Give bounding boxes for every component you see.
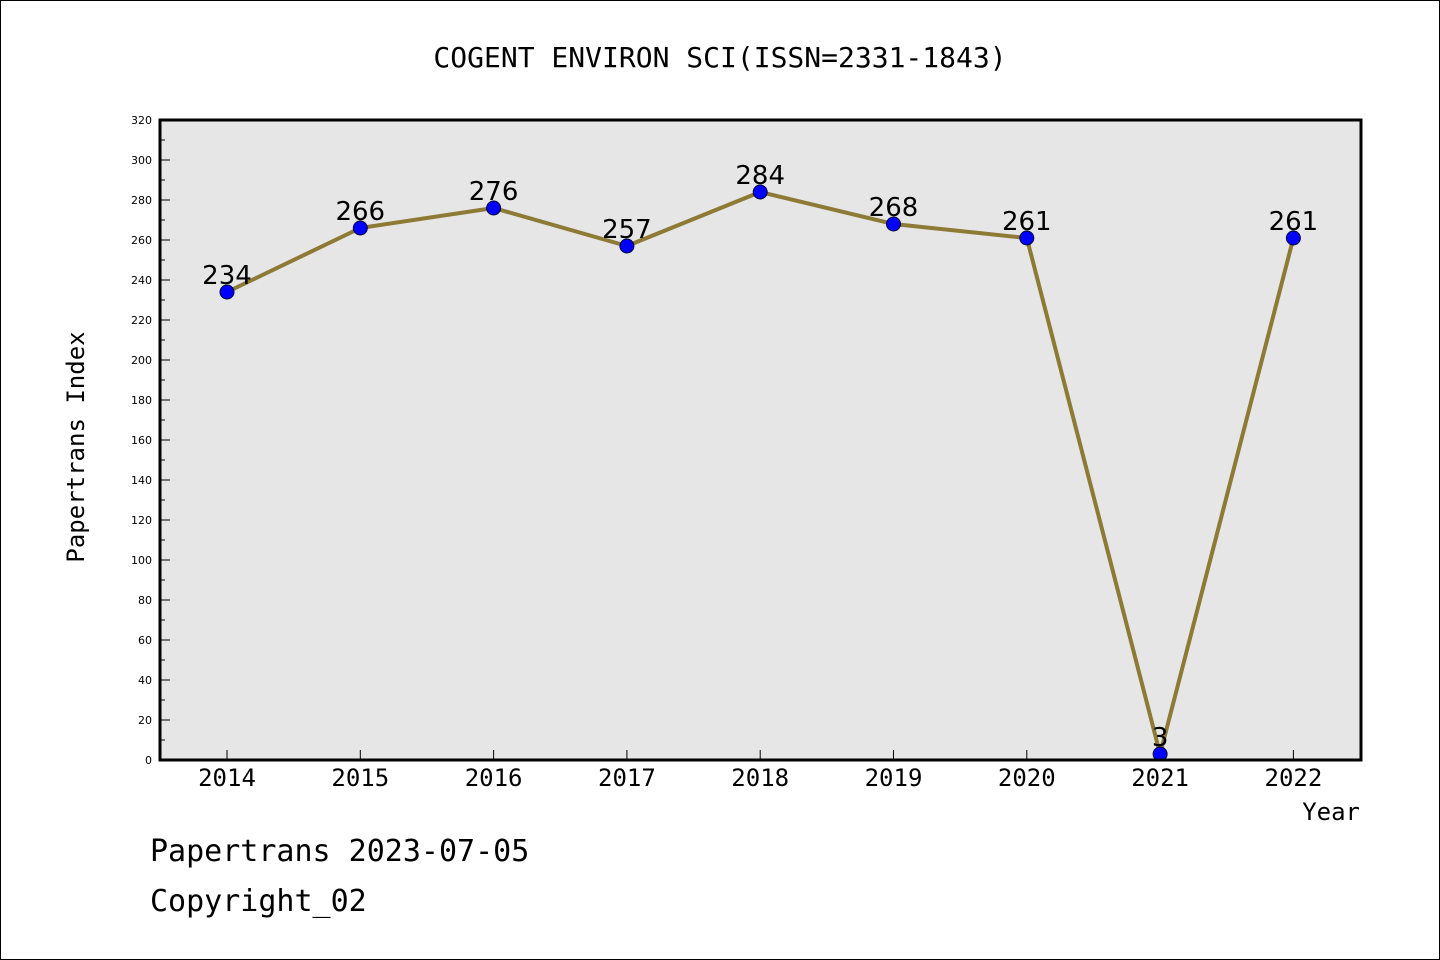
data-label: 268 (869, 193, 919, 223)
x-tick-label: 2015 (331, 764, 389, 792)
chart-title: COGENT ENVIRON SCI(ISSN=2331-1843) (433, 41, 1006, 74)
y-tick-label: 160 (131, 434, 152, 447)
y-tick-label: 60 (138, 634, 152, 647)
y-tick-label: 240 (131, 274, 152, 287)
data-point (886, 216, 901, 232)
data-point (752, 184, 768, 200)
y-tick-label: 120 (131, 514, 152, 527)
x-axis-label: Year (1302, 798, 1360, 826)
y-tick-label: 40 (138, 674, 152, 687)
data-point (352, 220, 368, 236)
x-tick-label: 2018 (731, 764, 789, 792)
x-tick-label: 2019 (865, 764, 923, 792)
data-label: 261 (1002, 207, 1052, 237)
data-label: 284 (735, 161, 785, 191)
x-tick-label: 2021 (1131, 764, 1189, 792)
data-point (619, 238, 635, 254)
axis-ticks: 0 20 40 60 80 100 120 140 160 180 200 220 240 260 280 3… (131, 114, 1322, 792)
plot-border (158, 118, 1363, 762)
footer-date: Papertrans 2023-07-05 (150, 834, 530, 869)
data-label: 3 (1152, 723, 1169, 753)
y-tick-label: 260 (131, 234, 152, 247)
y-axis-label: Papertrans Index (62, 331, 90, 562)
y-tick-label: 80 (138, 594, 152, 607)
y-tick-label: 180 (131, 394, 152, 407)
data-label: 276 (469, 177, 519, 207)
y-tick-label: 200 (131, 354, 152, 367)
y-tick-label: 280 (131, 194, 152, 207)
footer-copyright: Copyright_02 (150, 884, 367, 919)
y-tick-label: 220 (131, 314, 152, 327)
data-point (219, 284, 235, 300)
data-point (1019, 230, 1035, 246)
data-label: 266 (335, 197, 385, 227)
series-layer (219, 184, 1301, 762)
y-tick-label: 0 (145, 754, 152, 767)
y-tick-label: 320 (131, 114, 152, 127)
x-tick-label: 2022 (1265, 764, 1323, 792)
y-tick-label: 100 (131, 554, 152, 567)
data-label: 261 (1269, 207, 1319, 237)
data-point (486, 200, 502, 216)
data-label: 234 (202, 261, 252, 291)
y-tick-label: 140 (131, 474, 152, 487)
y-tick-label: 20 (138, 714, 152, 727)
x-tick-label: 2020 (998, 764, 1056, 792)
x-tick-label: 2016 (465, 764, 523, 792)
data-point (1285, 230, 1301, 246)
data-label: 257 (602, 215, 652, 245)
y-tick-label: 300 (131, 154, 152, 167)
x-tick-label: 2017 (598, 764, 656, 792)
data-labels: 234 266 276 257 284 268 261 3 261 (202, 161, 1318, 753)
x-tick-label: 2014 (198, 764, 256, 792)
